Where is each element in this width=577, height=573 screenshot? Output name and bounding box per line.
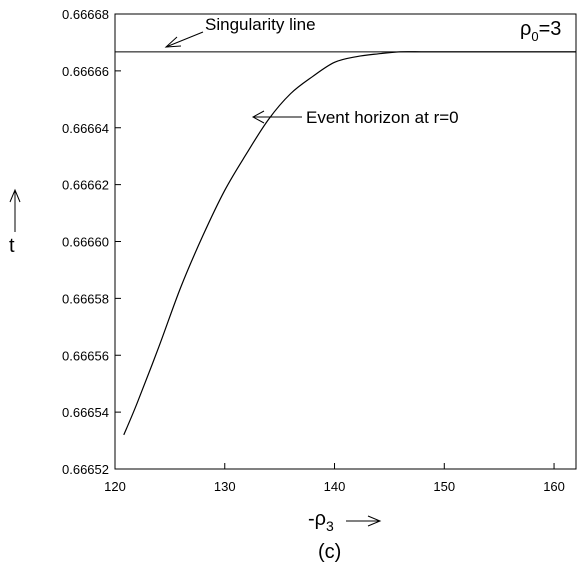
y-axis-label: t [9,235,15,257]
x-tick-label: 160 [543,479,565,494]
y-tick-label: 0.66666 [62,64,109,79]
y-tick-label: 0.66668 [62,7,109,22]
plot-frame [114,13,577,470]
y-tick-label: 0.66652 [62,462,109,477]
x-axis-title: -ρ3 [308,508,382,534]
y-tick-label: 0.66662 [62,178,109,193]
y-tick-label: 0.66660 [62,235,109,250]
y-axis-title: t [9,188,21,257]
y-tick-label: 0.66654 [62,405,109,420]
event-horizon-arrow [251,110,302,124]
y-tick-label: 0.66658 [62,291,109,306]
rho-zero-label: ρ0=3 [520,18,561,44]
singularity-annotation: Singularity line [205,15,316,34]
event-horizon-annotation: Event horizon at r=0 [306,108,459,127]
x-tick-label: 140 [324,479,346,494]
x-tick-layer: 120 130 140 150 160 [104,463,565,494]
series-curve [123,51,576,436]
y-tick-label: 0.66656 [62,348,109,363]
x-tick-label: 150 [433,479,455,494]
figure-caption: (c) [318,541,341,563]
singularity-arrow [164,31,204,48]
y-tick-layer: 0.66652 0.66654 0.66656 0.66658 0.66660 0.666… [62,7,121,477]
x-tick-label: 130 [214,479,236,494]
y-tick-label: 0.66664 [62,121,109,136]
x-tick-label: 120 [104,479,126,494]
x-axis-label: -ρ3 [308,508,334,534]
